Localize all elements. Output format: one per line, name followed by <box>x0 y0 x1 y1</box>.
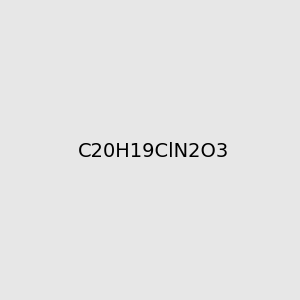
Text: C20H19ClN2O3: C20H19ClN2O3 <box>78 142 230 161</box>
